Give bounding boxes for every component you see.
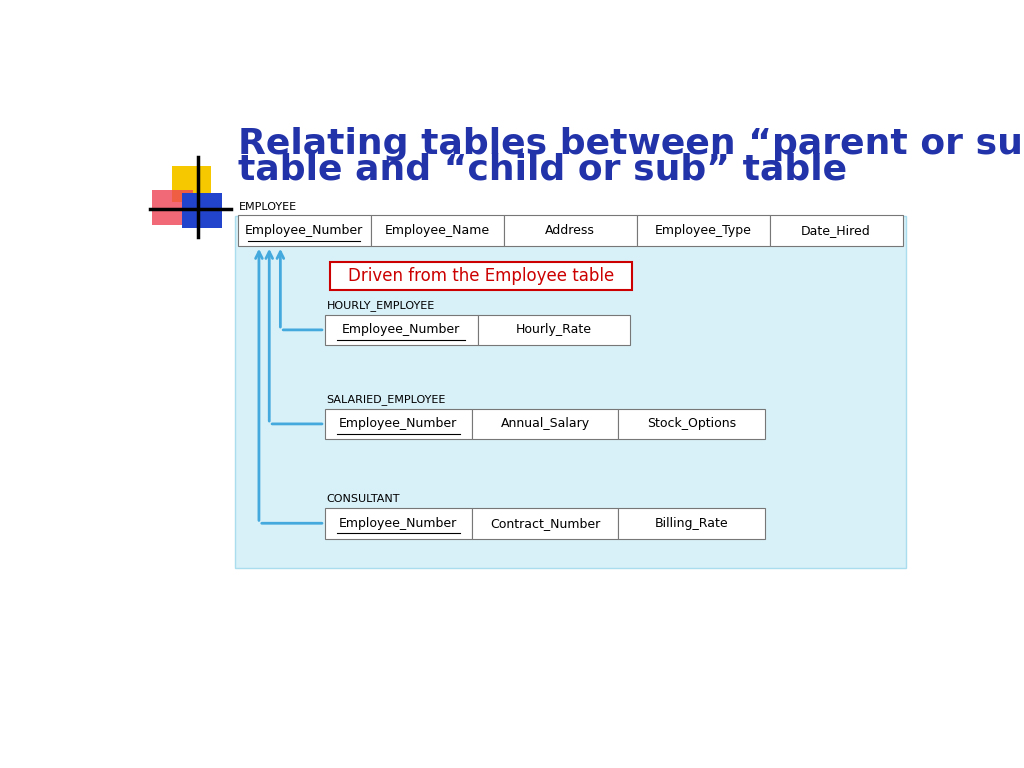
Text: Employee_Name: Employee_Name (384, 224, 489, 237)
Text: Driven from the Employee table: Driven from the Employee table (348, 267, 614, 285)
FancyBboxPatch shape (618, 508, 765, 538)
Text: Employee_Number: Employee_Number (342, 323, 461, 336)
FancyBboxPatch shape (637, 215, 770, 246)
FancyBboxPatch shape (238, 215, 371, 246)
Text: Hourly_Rate: Hourly_Rate (516, 323, 592, 336)
Text: Employee_Number: Employee_Number (339, 418, 458, 430)
FancyBboxPatch shape (618, 409, 765, 439)
Text: CONSULTANT: CONSULTANT (327, 495, 400, 505)
Text: Billing_Rate: Billing_Rate (655, 517, 729, 530)
FancyBboxPatch shape (504, 215, 637, 246)
Text: Employee_Number: Employee_Number (245, 224, 364, 237)
FancyBboxPatch shape (325, 508, 472, 538)
Text: Employee_Number: Employee_Number (339, 517, 458, 530)
FancyBboxPatch shape (472, 508, 618, 538)
Text: HOURLY_EMPLOYEE: HOURLY_EMPLOYEE (327, 300, 434, 311)
FancyBboxPatch shape (152, 190, 194, 225)
FancyBboxPatch shape (172, 166, 211, 201)
FancyBboxPatch shape (331, 262, 632, 290)
FancyBboxPatch shape (182, 193, 221, 228)
FancyBboxPatch shape (770, 215, 902, 246)
Text: Contract_Number: Contract_Number (489, 517, 600, 530)
Text: Employee_Type: Employee_Type (654, 224, 752, 237)
Text: SALARIED_EMPLOYEE: SALARIED_EMPLOYEE (327, 394, 445, 405)
Text: Annual_Salary: Annual_Salary (501, 418, 590, 430)
Text: Relating tables between “parent or super”: Relating tables between “parent or super… (238, 127, 1024, 161)
Text: EMPLOYEE: EMPLOYEE (240, 202, 297, 212)
FancyBboxPatch shape (371, 215, 504, 246)
FancyBboxPatch shape (325, 409, 472, 439)
FancyBboxPatch shape (236, 217, 905, 568)
FancyBboxPatch shape (472, 409, 618, 439)
Text: Stock_Options: Stock_Options (647, 418, 736, 430)
Text: Date_Hired: Date_Hired (801, 224, 871, 237)
FancyBboxPatch shape (325, 315, 477, 346)
Text: Address: Address (545, 224, 595, 237)
Text: table and “child or sub” table: table and “child or sub” table (238, 152, 847, 186)
FancyBboxPatch shape (477, 315, 631, 346)
